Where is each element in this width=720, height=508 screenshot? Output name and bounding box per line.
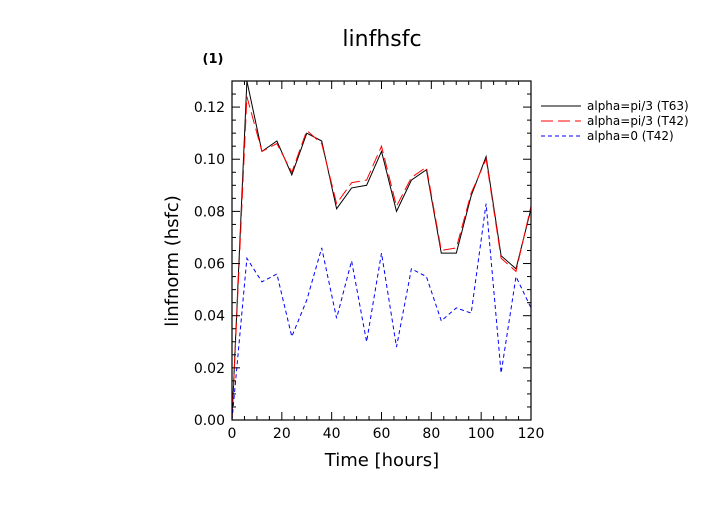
x-tick-label: 60 bbox=[373, 426, 391, 442]
y-axis-label: linfnorm (hsfc) bbox=[162, 195, 183, 327]
x-tick-label: 20 bbox=[273, 426, 291, 442]
x-tick-label: 80 bbox=[422, 426, 440, 442]
y-tick-label: 0.10 bbox=[194, 152, 225, 168]
y-tick-label: 0.08 bbox=[194, 204, 225, 220]
x-tick-label: 0 bbox=[228, 426, 237, 442]
series-group bbox=[232, 81, 531, 420]
y-tick-label: 0.06 bbox=[194, 257, 225, 273]
plot-frame bbox=[231, 80, 532, 421]
x-tick-label: 40 bbox=[323, 426, 341, 442]
panel-label: (1) bbox=[203, 52, 224, 67]
y-tick-label: 0.04 bbox=[194, 309, 225, 325]
y-tick-label: 0.02 bbox=[194, 361, 225, 377]
x-axis-label: Time [hours] bbox=[324, 450, 439, 471]
legend: alpha=pi/3 (T63)alpha=pi/3 (T42)alpha=0 … bbox=[541, 99, 689, 143]
series-line-2 bbox=[232, 96, 531, 420]
chart-title: linfhsfc bbox=[342, 27, 421, 52]
series-line-1 bbox=[232, 81, 531, 420]
plot-area: 0 20 40 60 80 100 120 0.00 0.02 0.04 0.06 0.08 0.10 0… bbox=[194, 80, 545, 442]
x-tick-label: 120 bbox=[518, 426, 545, 442]
legend-label-1: alpha=pi/3 (T63) bbox=[587, 99, 689, 113]
y-tick-label: 0.00 bbox=[194, 413, 225, 429]
legend-label-2: alpha=pi/3 (T42) bbox=[587, 114, 689, 128]
series-line-3 bbox=[232, 203, 531, 420]
legend-label-3: alpha=0 (T42) bbox=[587, 129, 674, 143]
y-tick-label: 0.12 bbox=[194, 100, 225, 116]
x-tick-label: 100 bbox=[468, 426, 495, 442]
